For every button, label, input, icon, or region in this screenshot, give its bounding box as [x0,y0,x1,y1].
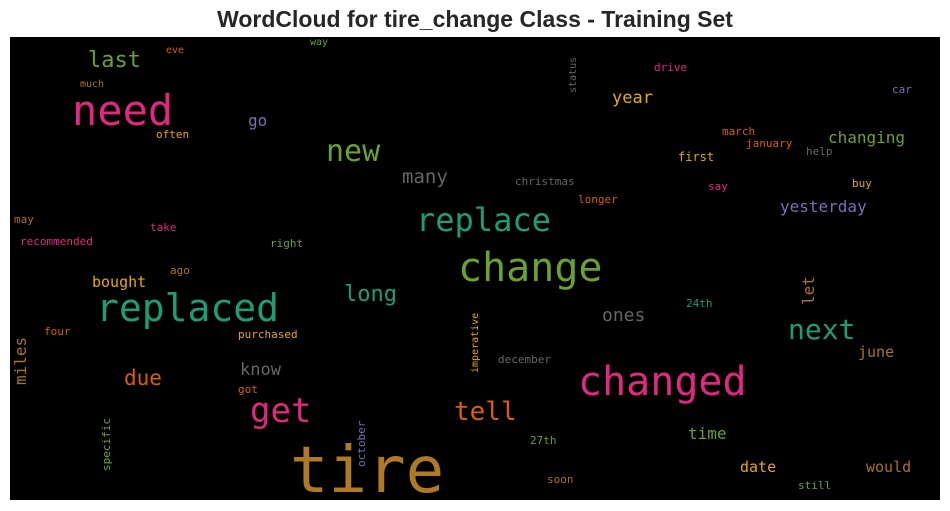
word-next: next [788,313,855,346]
word-longer: longer [578,193,618,206]
word-replace: replace [416,201,551,239]
word-change: change [458,245,603,291]
chart-title: WordCloud for tire_change Class - Traini… [217,6,733,32]
word-eve: eve [166,45,184,56]
word-due: due [124,366,162,390]
word-help: help [806,145,833,158]
word-many: many [402,166,448,188]
wordcloud-canvas: tire change changed replaced need replace get n… [10,37,940,500]
word-get: get [250,391,311,431]
word-october: october [355,420,368,467]
word-year: year [612,88,653,108]
word-date: date [740,458,776,476]
word-ones: ones [602,305,645,326]
word-first: first [678,150,714,164]
word-drive: drive [654,61,687,74]
word-take: take [150,221,177,234]
word-ago: ago [170,264,190,277]
word-bought: bought [92,273,146,291]
word-still: still [798,479,831,492]
word-june: june [858,343,894,361]
word-let: let [799,276,818,305]
word-go: go [248,111,267,130]
word-purchased: purchased [238,328,298,341]
word-need: need [72,86,173,135]
word-know: know [240,360,282,380]
word-tell: tell [454,397,517,427]
word-last: last [88,48,141,73]
word-replaced: replaced [96,286,279,330]
word-buy: buy [852,177,872,190]
word-say: say [708,180,728,193]
word-changed: changed [578,359,747,405]
word-way: way [310,37,328,48]
word-right: right [270,237,303,250]
word-miles: miles [11,337,30,385]
word-status: status [568,57,579,93]
word-december: december [498,353,551,366]
word-january: january [746,137,793,150]
word-christmas: christmas [515,175,575,188]
wordcloud-svg: tire change changed replaced need replace get n… [11,37,912,500]
word-imperative: imperative [470,313,481,373]
word-may: may [14,213,34,226]
word-march: march [722,125,755,138]
word-specific: specific [100,418,113,471]
word-four: four [44,325,71,338]
word-recommended: recommended [20,235,93,248]
word-much: much [80,79,104,90]
word-soon: soon [547,473,574,486]
word-27th: 27th [530,434,557,447]
word-tire: tire [290,434,444,500]
word-often: often [156,128,189,141]
word-would: would [866,458,911,476]
word-long: long [344,282,397,307]
word-24th: 24th [686,297,713,310]
word-time: time [688,424,727,443]
word-new: new [326,134,381,169]
word-yesterday: yesterday [780,197,867,216]
word-car: car [892,83,912,96]
word-got: got [238,383,258,396]
word-changing: changing [828,128,905,147]
